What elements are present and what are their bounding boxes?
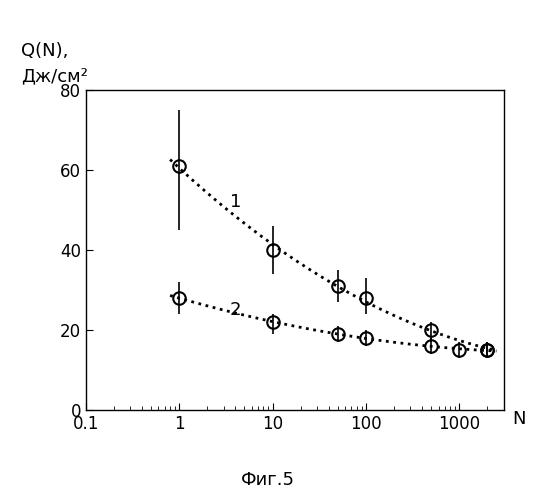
Text: Q(N),: Q(N), [21, 42, 69, 60]
Text: N: N [512, 410, 526, 428]
Text: 2: 2 [230, 301, 241, 319]
Text: Фиг.5: Фиг.5 [241, 471, 295, 489]
Text: 1: 1 [230, 193, 241, 211]
Text: Дж/см²: Дж/см² [21, 67, 88, 85]
